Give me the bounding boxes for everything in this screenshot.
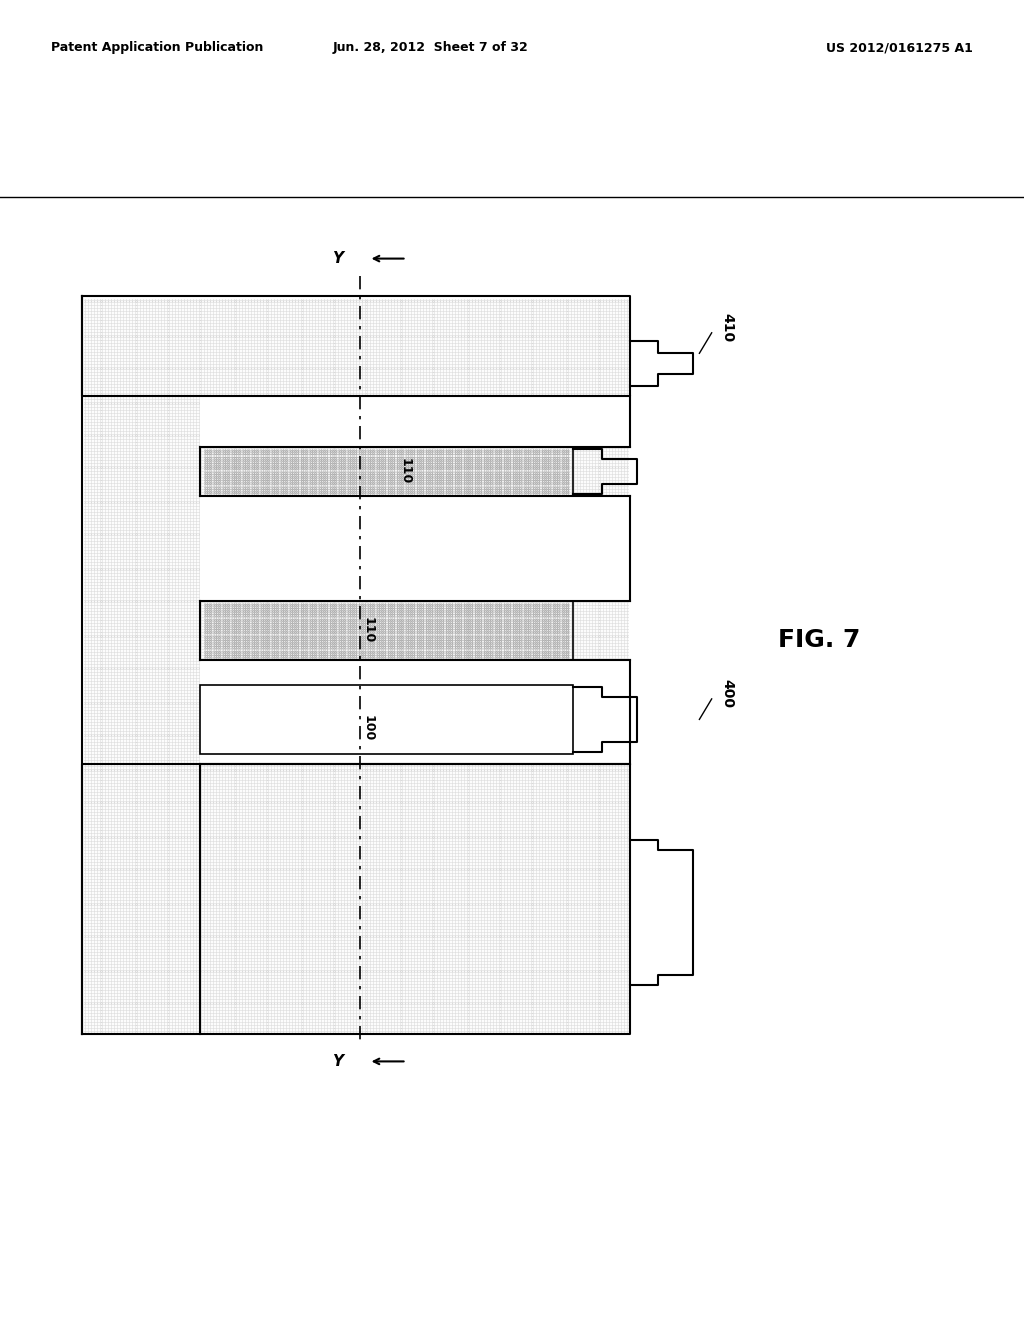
- Text: Jun. 28, 2012  Sheet 7 of 32: Jun. 28, 2012 Sheet 7 of 32: [332, 41, 528, 54]
- Text: Y: Y: [333, 1053, 343, 1069]
- Bar: [200, 496, 630, 601]
- Bar: [200, 601, 573, 660]
- Text: Patent Application Publication: Patent Application Publication: [51, 41, 263, 54]
- Text: US 2012/0161275 A1: US 2012/0161275 A1: [826, 41, 973, 54]
- Text: 100: 100: [361, 715, 375, 742]
- Text: 110: 110: [398, 458, 412, 484]
- Text: 410: 410: [720, 313, 734, 342]
- Text: 400: 400: [720, 680, 734, 709]
- Text: Y: Y: [333, 251, 343, 267]
- Text: 110: 110: [361, 618, 375, 643]
- Bar: [200, 685, 573, 754]
- Bar: [200, 447, 573, 496]
- Bar: [200, 396, 630, 447]
- Text: FIG. 7: FIG. 7: [778, 627, 860, 652]
- Bar: [200, 660, 630, 764]
